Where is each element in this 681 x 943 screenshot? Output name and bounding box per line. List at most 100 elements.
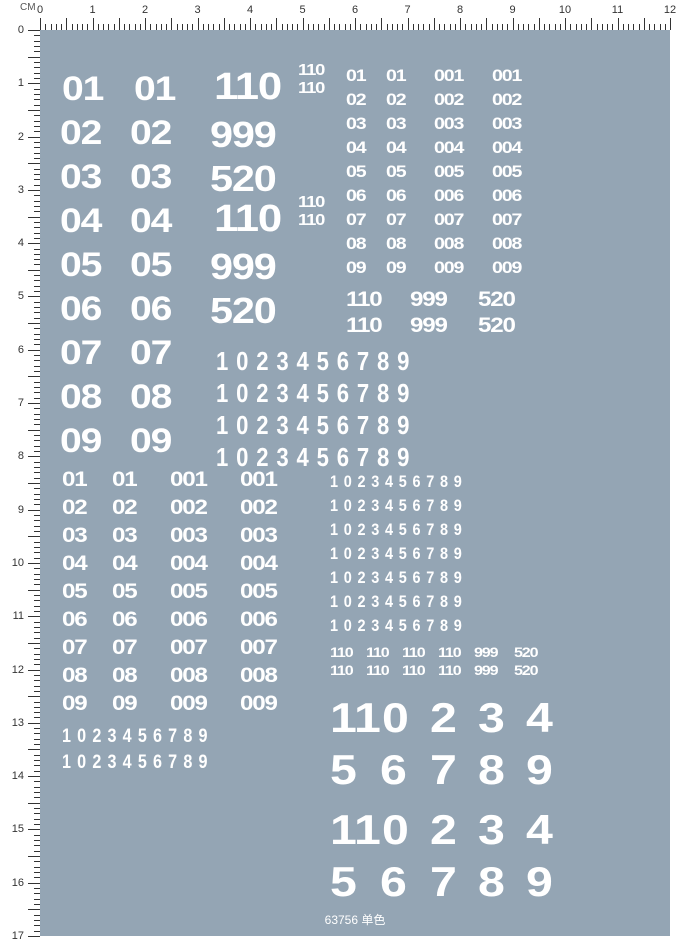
decal-number: 110 bbox=[366, 644, 389, 660]
decal-number: 02 bbox=[60, 114, 101, 153]
decal-number: 01 bbox=[346, 66, 365, 86]
decal-number: 003 bbox=[240, 524, 277, 548]
decal-number: 07 bbox=[60, 334, 101, 373]
decal-sheet: 63756 单色 0101110110110020299903035200404… bbox=[40, 30, 670, 936]
decal-number: 1 bbox=[354, 806, 380, 854]
ruler-unit-label: CM bbox=[20, 2, 36, 13]
decal-number: 09 bbox=[60, 422, 101, 461]
decal-number: 999 bbox=[210, 114, 276, 156]
ruler-v-num: 2 bbox=[18, 131, 24, 143]
ruler-h-num: 3 bbox=[194, 4, 200, 16]
decal-number: 01 bbox=[386, 66, 405, 86]
ruler-h-num: 10 bbox=[559, 4, 571, 16]
decal-number: 110 bbox=[214, 66, 281, 109]
decal-number: 04 bbox=[112, 552, 137, 576]
decal-number: 03 bbox=[112, 524, 137, 548]
decal-number: 04 bbox=[386, 138, 405, 158]
decal-number: 1 0 2 3 4 5 6 7 8 9 bbox=[330, 592, 463, 612]
decal-number: 03 bbox=[60, 158, 101, 197]
ruler-h-num: 0 bbox=[37, 4, 43, 16]
decal-number: 04 bbox=[60, 202, 101, 241]
decal-number: 05 bbox=[386, 162, 405, 182]
decal-number: 03 bbox=[62, 524, 87, 548]
ruler-v-num: 5 bbox=[18, 290, 24, 302]
decal-number: 08 bbox=[62, 664, 87, 688]
decal-number: 110 bbox=[214, 198, 281, 241]
decal-number: 1 0 2 3 4 5 6 7 8 9 bbox=[216, 378, 410, 409]
decal-number: 02 bbox=[62, 496, 87, 520]
decal-number: 110 bbox=[346, 314, 382, 338]
decal-number: 004 bbox=[434, 138, 463, 158]
decal-number: 002 bbox=[492, 90, 521, 110]
decal-number: 110 bbox=[298, 62, 324, 80]
ruler-h-num: 1 bbox=[89, 4, 95, 16]
ruler-h-num: 12 bbox=[664, 4, 676, 16]
decal-number: 006 bbox=[240, 608, 277, 632]
decal-number: 005 bbox=[434, 162, 463, 182]
decal-number: 01 bbox=[62, 70, 103, 109]
decal-number: 06 bbox=[130, 290, 171, 329]
decal-number: 08 bbox=[60, 378, 101, 417]
decal-number: 01 bbox=[134, 70, 175, 109]
decal-number: 110 bbox=[366, 662, 389, 678]
decal-number: 4 bbox=[526, 806, 552, 854]
decal-number: 520 bbox=[210, 290, 276, 332]
decal-number: 1 0 2 3 4 5 6 7 8 9 bbox=[62, 752, 208, 774]
decal-number: 003 bbox=[170, 524, 207, 548]
decal-number: 2 bbox=[430, 694, 456, 742]
decal-number: 1 0 2 3 4 5 6 7 8 9 bbox=[330, 616, 463, 636]
decal-number: 9 bbox=[526, 858, 552, 906]
decal-number: 07 bbox=[386, 210, 405, 230]
decal-number: 1 bbox=[354, 694, 380, 742]
decal-number: 110 bbox=[438, 644, 461, 660]
decal-number: 05 bbox=[62, 580, 87, 604]
ruler-h-num: 8 bbox=[457, 4, 463, 16]
decal-number: 03 bbox=[130, 158, 171, 197]
decal-number: 001 bbox=[492, 66, 521, 86]
decal-number: 7 bbox=[430, 746, 456, 794]
ruler-h-num: 7 bbox=[404, 4, 410, 16]
decal-number: 110 bbox=[438, 662, 461, 678]
decal-number: 09 bbox=[386, 258, 405, 278]
ruler-v-num: 7 bbox=[18, 397, 24, 409]
decal-number: 6 bbox=[380, 858, 406, 906]
ruler-v-num: 3 bbox=[18, 184, 24, 196]
decal-number: 520 bbox=[210, 158, 276, 200]
decal-number: 02 bbox=[346, 90, 365, 110]
decal-number: 008 bbox=[434, 234, 463, 254]
ruler-v-num: 12 bbox=[12, 664, 24, 676]
decal-number: 006 bbox=[492, 186, 521, 206]
decal-number: 005 bbox=[492, 162, 521, 182]
decal-number: 009 bbox=[170, 692, 207, 716]
decal-number: 001 bbox=[170, 468, 207, 492]
ruler-v-num: 8 bbox=[18, 450, 24, 462]
decal-number: 110 bbox=[298, 212, 324, 230]
decal-number: 02 bbox=[112, 496, 137, 520]
decal-number: 002 bbox=[240, 496, 277, 520]
decal-number: 06 bbox=[386, 186, 405, 206]
sheet-footer: 63756 单色 bbox=[325, 911, 386, 928]
decal-number: 06 bbox=[346, 186, 365, 206]
ruler-v-num: 6 bbox=[18, 344, 24, 356]
decal-number: 1 0 2 3 4 5 6 7 8 9 bbox=[330, 568, 463, 588]
decal-number: 7 bbox=[430, 858, 456, 906]
decal-number: 06 bbox=[112, 608, 137, 632]
decal-number: 1 bbox=[330, 694, 356, 742]
decal-number: 9 bbox=[526, 746, 552, 794]
decal-number: 5 bbox=[330, 746, 356, 794]
decal-number: 110 bbox=[402, 662, 425, 678]
decal-number: 110 bbox=[298, 194, 324, 212]
decal-number: 007 bbox=[170, 636, 207, 660]
decal-number: 110 bbox=[346, 288, 382, 312]
decal-number: 03 bbox=[346, 114, 365, 134]
decal-number: 01 bbox=[62, 468, 87, 492]
decal-number: 07 bbox=[130, 334, 171, 373]
decal-number: 01 bbox=[112, 468, 137, 492]
ruler-v-num: 9 bbox=[18, 504, 24, 516]
decal-number: 3 bbox=[478, 694, 504, 742]
decal-number: 07 bbox=[62, 636, 87, 660]
decal-number: 1 0 2 3 4 5 6 7 8 9 bbox=[330, 520, 463, 540]
decal-number: 002 bbox=[170, 496, 207, 520]
decal-number: 006 bbox=[434, 186, 463, 206]
decal-number: 08 bbox=[112, 664, 137, 688]
